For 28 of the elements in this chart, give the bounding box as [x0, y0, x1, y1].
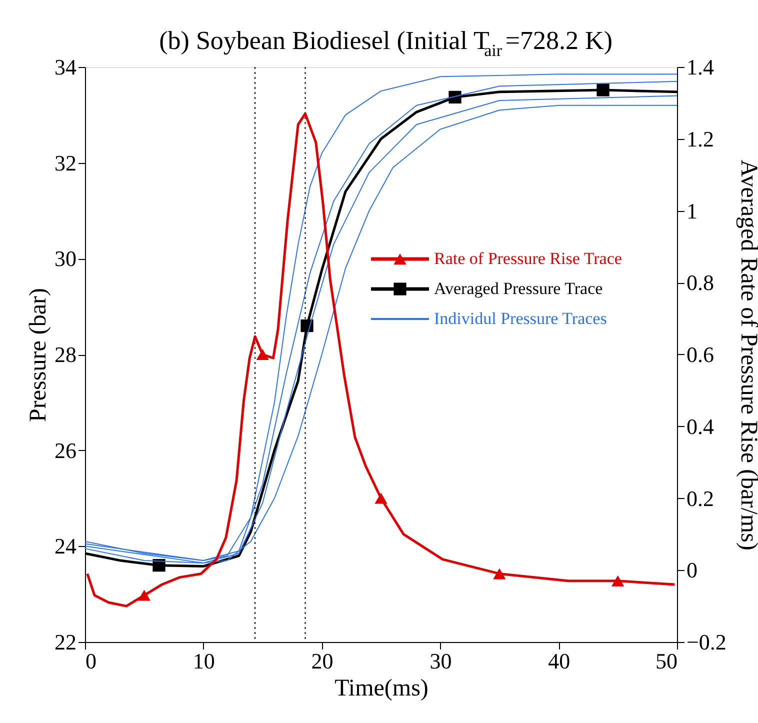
y2-tick-label: 1 [686, 198, 698, 224]
y2-tick-label: −0.2 [686, 630, 726, 654]
y-tick-label: 34 [54, 54, 76, 80]
y2-tick-label: 0.4 [686, 414, 714, 439]
y-tick-label: 22 [54, 630, 76, 654]
x-tick-label: 10 [192, 648, 215, 674]
y2-tick-label: 0.6 [686, 342, 714, 367]
x-axis-title: Time(ms) [334, 676, 428, 702]
y2-tick-label: 1.2 [686, 126, 714, 152]
x-tick-label: 40 [548, 648, 570, 674]
x-tick-label: 30 [430, 648, 452, 674]
x-tick-label: 50 [656, 648, 678, 674]
y2-tick-label: 0.8 [686, 270, 714, 296]
y-tick-label: 26 [54, 438, 76, 463]
y-tick-label: 32 [54, 150, 76, 176]
y2-axis-title: Averaged Rate of Pressure Rise (bar/ms) [735, 160, 758, 550]
legend-label: Rate of Pressure Rise Trace [434, 249, 622, 268]
x-tick-label: 0 [86, 648, 96, 674]
y-tick-label: 28 [54, 342, 76, 367]
legend-label: Averaged Pressure Trace [434, 279, 603, 298]
y-tick-label: 30 [54, 246, 76, 272]
y2-tick-label: 1.4 [686, 54, 714, 80]
y-axis-title: Pressure (bar) [26, 288, 52, 422]
x-tick-label: 20 [311, 648, 334, 674]
y2-tick-label: 0.2 [686, 486, 714, 511]
legend-label: Individul Pressure Traces [434, 309, 607, 328]
y2-tick-label: 0 [686, 558, 698, 583]
y-tick-label: 24 [54, 534, 76, 559]
